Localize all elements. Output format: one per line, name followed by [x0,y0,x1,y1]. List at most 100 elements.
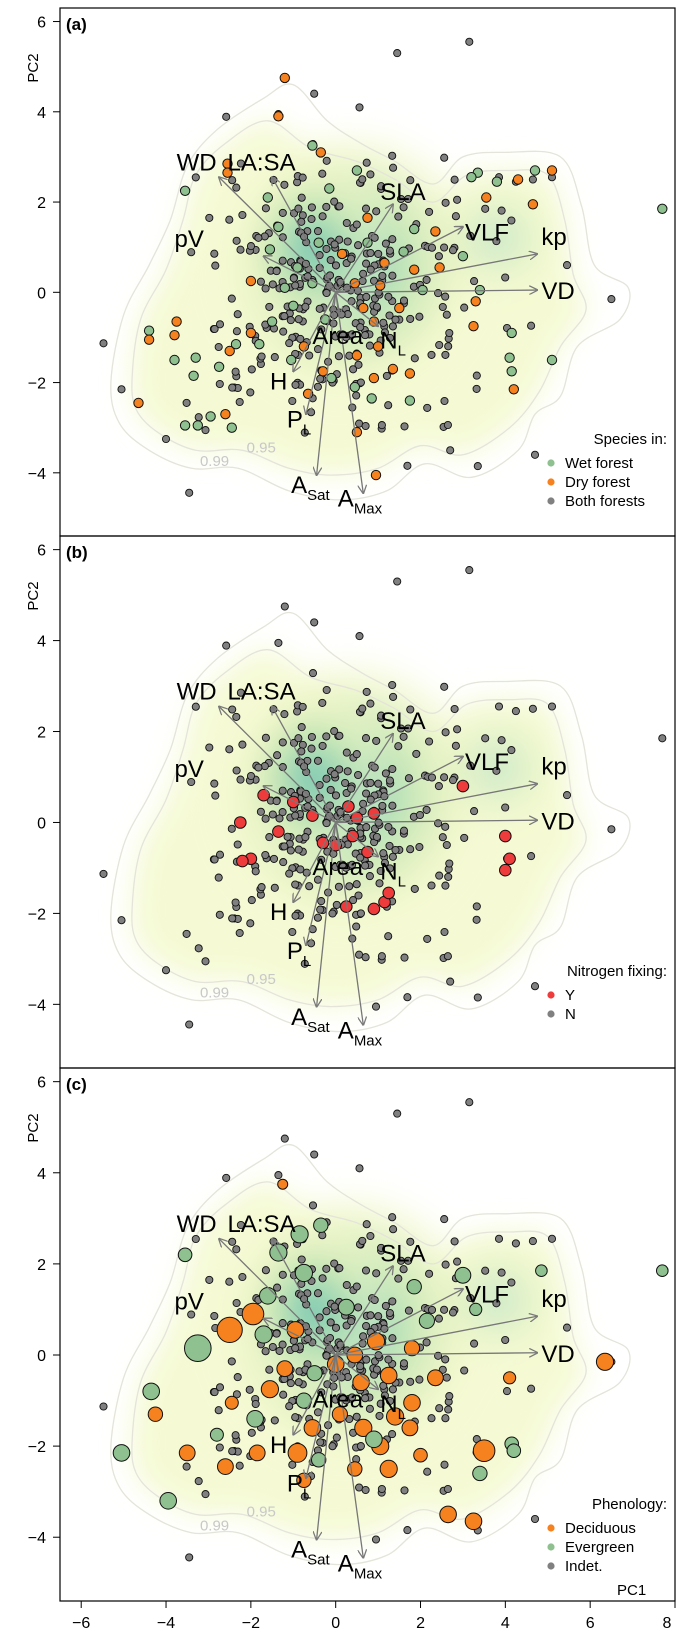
point-small [261,1266,270,1275]
point-dry-forest [224,345,235,357]
point-small [238,1272,247,1282]
point-small [366,170,375,179]
point-small [427,1414,436,1423]
point-small [297,1255,306,1264]
point-small [362,259,371,268]
point-evergreen [469,1302,483,1317]
x-tick-label: −4 [157,1615,175,1632]
point-small [318,212,327,221]
point-dry-forest [527,199,539,210]
contour-label-99: 0.99 [200,453,229,470]
point-small [285,339,294,348]
point-small [194,413,203,422]
point-small [261,1347,270,1356]
point-small [362,292,371,301]
point-small [355,103,364,112]
point-small [497,206,506,215]
point-small [296,865,305,874]
point-small [185,488,194,497]
point-small [507,746,516,755]
point-small [366,778,375,787]
point-small [406,705,415,714]
point-small [246,919,255,928]
point-small [191,1234,200,1244]
contour-label-99: 0.99 [200,1517,229,1534]
point-small [343,767,352,776]
legend-item: Indet. [565,1558,603,1575]
loading-arrow [317,1354,337,1540]
point-small [232,712,241,721]
y-tick-label: 2 [37,725,46,742]
legend-swatch [547,1010,555,1018]
point-small [315,780,324,790]
point-small [291,281,300,290]
point-small [99,339,108,348]
point-small [313,913,322,922]
point-small [278,786,287,795]
point-dry-forest [245,327,257,339]
point-small [330,770,339,779]
point-small [377,952,386,961]
point-small [308,669,318,678]
point-small [322,1351,331,1360]
point-y [257,788,270,802]
point-small [427,1305,437,1314]
contour-95 [131,1181,587,1541]
point-evergreen [112,1444,131,1462]
loading-arrow [335,1354,378,1389]
point-evergreen [535,1264,548,1277]
point-evergreen [290,1225,309,1244]
point-small [247,365,256,374]
point-wet-forest [205,411,216,422]
x-tick-label: 4 [501,1615,510,1632]
loading-arrow [293,292,337,371]
point-small [298,173,307,182]
point-small [232,236,241,245]
point-small [256,807,265,816]
point-small [481,1266,490,1275]
point-small [291,380,300,389]
point-small [388,801,397,810]
point-small [372,736,381,745]
contour-99 [110,83,631,501]
point-small [497,736,506,745]
point-small [354,770,363,780]
x-tick-label: 2 [416,1615,425,1632]
point-small [384,822,393,832]
point-small [273,751,282,760]
point-small [317,1388,326,1397]
loading-label: NL [380,858,406,890]
loading-label: VLF [465,749,509,776]
point-wet-forest [266,316,278,327]
legend-swatch [547,991,555,999]
loading-label: H [270,1432,287,1459]
point-small [358,1236,367,1245]
point-small [315,1313,324,1322]
point-small [470,1339,479,1348]
point-small [310,1150,319,1159]
point-small [444,1405,453,1414]
point-small [228,1447,237,1456]
point-small [341,778,350,788]
point-small [331,1323,341,1332]
point-dry-forest [351,350,363,361]
loading-label: H [270,368,287,395]
point-small [261,850,270,860]
contour-95 [131,120,587,476]
point-wet-forest [188,370,199,381]
contour-95 [131,649,587,1008]
point-small [294,734,303,743]
point-evergreen [313,1217,329,1233]
loading-label: VD [541,1341,574,1368]
point-small [380,1391,389,1400]
point-small [297,217,306,226]
loading-label: LA:SA [228,679,296,706]
loading-label: Area [312,1386,363,1413]
point-small [261,284,270,293]
point-small [194,944,203,953]
loading-label: kp [541,224,566,251]
point-small [494,1234,504,1243]
point-small [222,1173,231,1182]
point-y [382,886,396,900]
point-small [445,1392,454,1401]
